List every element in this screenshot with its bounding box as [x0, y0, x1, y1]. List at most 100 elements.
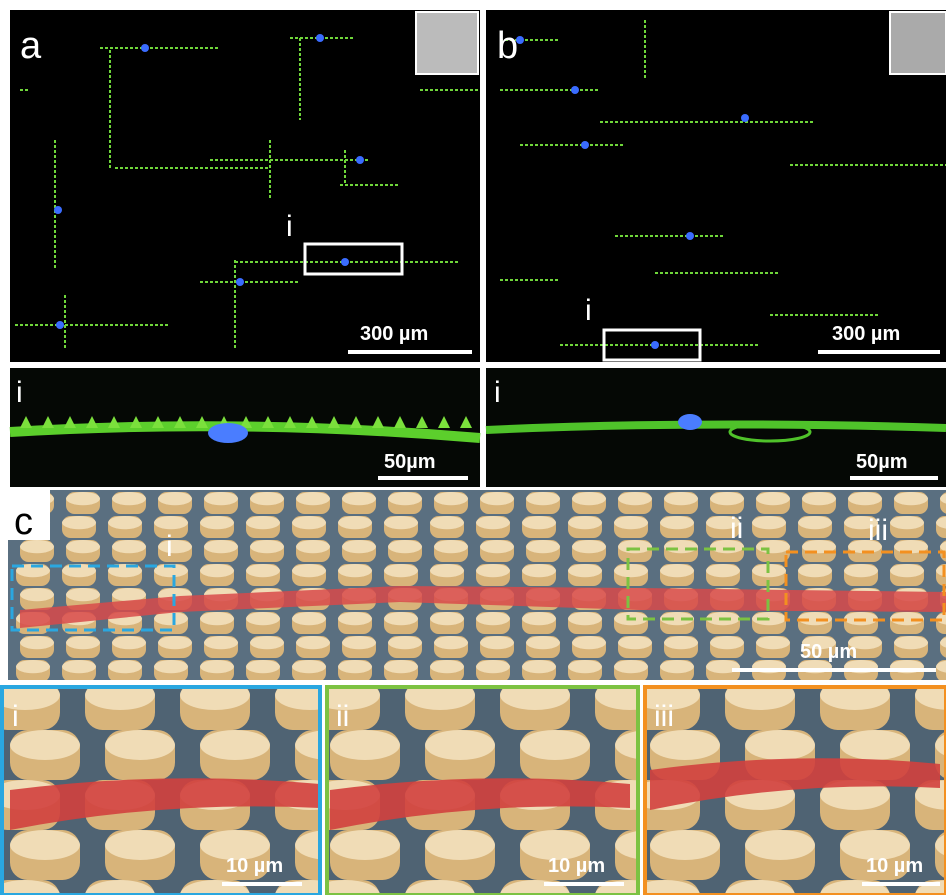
pillar-top [745, 730, 815, 760]
pillar-top [706, 564, 740, 577]
pillar-top [200, 660, 234, 673]
panel-a [10, 10, 480, 362]
pillar-top [342, 492, 376, 505]
pillar-top [330, 830, 400, 860]
pillar-top [710, 636, 744, 649]
pillar-top [572, 540, 606, 553]
pillar-top [434, 540, 468, 553]
pillar-top [246, 612, 280, 625]
pillar-top [660, 660, 694, 673]
pillar-top [105, 730, 175, 760]
pillar-top [650, 830, 720, 860]
pillar-top [108, 516, 142, 529]
pillar-top [292, 660, 326, 673]
pillar-top [112, 636, 146, 649]
pillar-top [158, 492, 192, 505]
cell [581, 141, 589, 149]
pillar-top [154, 516, 188, 529]
pillar-top [388, 492, 422, 505]
pillar-top [568, 660, 602, 673]
pillar-top [526, 540, 560, 553]
pillar-top [476, 660, 510, 673]
pillar-top [158, 540, 192, 553]
scale-label: 50µm [856, 451, 908, 473]
pillar-top [660, 564, 694, 577]
figure: a b i i 300 µm 300 µm i i 50µm 50µm c i … [0, 0, 946, 895]
pillar-top [338, 564, 372, 577]
pillar-top [16, 660, 50, 673]
inset-label: i [585, 294, 592, 327]
pillar-top [890, 564, 924, 577]
pillar-top [342, 540, 376, 553]
pillar-top [664, 540, 698, 553]
panel-label: iii [654, 700, 674, 733]
pillar-top [745, 830, 815, 860]
pillar-top [476, 564, 510, 577]
pillar-top [338, 612, 372, 625]
pillar-top [296, 492, 330, 505]
scale-label: 50 µm [800, 641, 857, 663]
pillar-top [840, 730, 910, 760]
panel-label: c [14, 501, 33, 543]
pillar-top [430, 612, 464, 625]
pillar-top [848, 492, 882, 505]
pillar-top [614, 516, 648, 529]
cell [571, 86, 579, 94]
pillar-top [108, 660, 142, 673]
panel-label: i [16, 376, 23, 409]
cell [316, 34, 324, 42]
pillar-top [434, 492, 468, 505]
pillar-top [650, 730, 720, 760]
pillar-top [388, 540, 422, 553]
pillar-top [526, 636, 560, 649]
pillar-top [384, 516, 418, 529]
scale-label: 10 µm [548, 855, 605, 877]
pillar-top [384, 564, 418, 577]
pillar-top [725, 680, 795, 710]
pillar-top [200, 612, 234, 625]
pillar-top [62, 516, 96, 529]
pillar-top [664, 492, 698, 505]
pillar-top [10, 830, 80, 860]
panel-label: i [12, 700, 19, 733]
pillar-top [798, 564, 832, 577]
pillar-top [430, 564, 464, 577]
pillar-top [246, 564, 280, 577]
cell [208, 423, 248, 443]
pillar-top [480, 636, 514, 649]
pillar-top [522, 564, 556, 577]
pillar-top [112, 588, 146, 601]
pillar-top [430, 660, 464, 673]
pillar-top [820, 680, 890, 710]
pillar-top [526, 492, 560, 505]
pillar-top [292, 564, 326, 577]
pillar-top [710, 492, 744, 505]
pillar-top [62, 660, 96, 673]
cell [54, 206, 62, 214]
cell [356, 156, 364, 164]
pillar-top [105, 830, 175, 860]
pillar-top [476, 612, 510, 625]
pillar-top [66, 492, 100, 505]
pillar-top [756, 540, 790, 553]
pillar-top [614, 660, 648, 673]
pillar-top [568, 516, 602, 529]
pillar-top [384, 612, 418, 625]
pillar-top [434, 636, 468, 649]
pillar-top [330, 730, 400, 760]
region-label: iii [868, 514, 888, 547]
pillar-top [844, 564, 878, 577]
inset-label: i [286, 210, 293, 243]
cell [741, 114, 749, 122]
pillar-top [246, 660, 280, 673]
cell [141, 44, 149, 52]
pillar-top [425, 830, 495, 860]
pillar-top [250, 540, 284, 553]
cell [56, 321, 64, 329]
cell [651, 341, 659, 349]
pillar-top [154, 660, 188, 673]
pillar-top [405, 680, 475, 710]
pillar-top [798, 516, 832, 529]
pillar-top [480, 492, 514, 505]
cell [686, 232, 694, 240]
